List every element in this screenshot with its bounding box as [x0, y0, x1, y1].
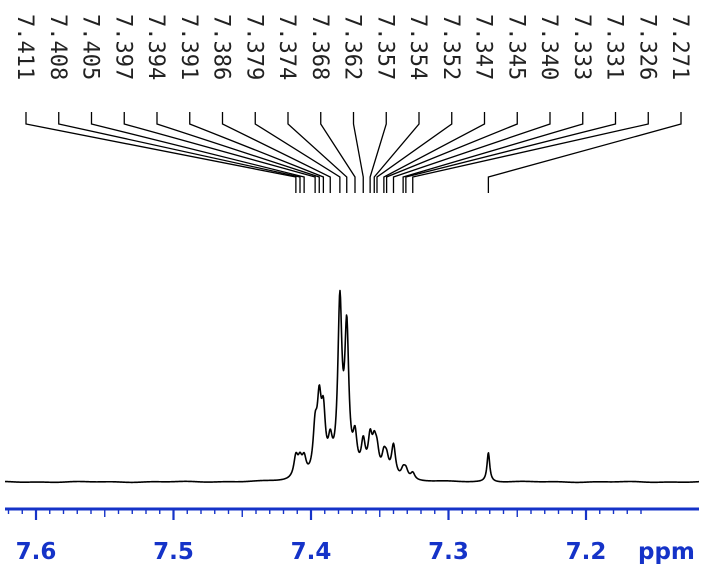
peak-label: 7.326 — [634, 14, 659, 80]
peak-label: 7.408 — [45, 14, 70, 80]
peak-connector — [487, 112, 682, 193]
peak-label: 7.391 — [176, 14, 201, 80]
peak-connector — [221, 112, 331, 193]
x-axis-tick-labels: 7.6 7.5 7.4 7.3 7.2 — [16, 539, 607, 565]
peak-label: 7.394 — [143, 14, 168, 80]
peak-label: 7.271 — [667, 14, 692, 80]
spectrum-trace — [4, 289, 700, 484]
x-tick-label: 7.4 — [291, 539, 332, 565]
peak-label: 7.411 — [12, 14, 37, 80]
peak-connector — [156, 112, 320, 193]
x-tick-label: 7.2 — [566, 539, 607, 565]
peak-connector — [25, 112, 297, 193]
peak-connector — [376, 112, 453, 193]
peak-label: 7.362 — [340, 14, 365, 80]
peak-connector — [369, 112, 387, 193]
peak-connector — [123, 112, 316, 193]
peak-connector — [385, 112, 518, 193]
peak-connector — [392, 112, 551, 193]
peak-label: 7.340 — [536, 14, 561, 80]
peak-connector — [352, 112, 364, 193]
peak-connector — [412, 112, 649, 193]
peak-label: 7.374 — [274, 14, 299, 80]
peak-label: 7.345 — [503, 14, 528, 80]
peak-label: 7.368 — [307, 14, 332, 80]
peak-label: 7.331 — [602, 14, 627, 80]
peak-labels: 7.411 7.408 7.405 7.397 7.394 7.391 7.386 7.379… — [12, 14, 692, 80]
peak-connector — [320, 112, 356, 193]
x-tick-label: 7.5 — [153, 539, 194, 565]
peak-connector — [405, 112, 617, 193]
peak-connector — [189, 112, 325, 193]
peak-label: 7.347 — [471, 14, 496, 80]
peak-connector — [90, 112, 305, 193]
peak-connector — [254, 112, 341, 193]
peak-connector — [383, 112, 486, 193]
x-tick-label: 7.3 — [428, 539, 469, 565]
peak-connector — [287, 112, 348, 193]
peak-label: 7.397 — [110, 14, 135, 80]
peak-label: 7.357 — [372, 14, 397, 80]
x-axis-label: ppm — [638, 539, 695, 565]
peak-label: 7.379 — [241, 14, 266, 80]
peak-label: 7.405 — [78, 14, 103, 80]
peak-connector — [402, 112, 584, 193]
x-axis-ticks — [7, 510, 642, 520]
peak-label: 7.354 — [405, 14, 430, 80]
peak-label: 7.386 — [209, 14, 234, 80]
peak-label: 7.352 — [438, 14, 463, 80]
peak-label: 7.333 — [569, 14, 594, 80]
peak-connector — [373, 112, 420, 193]
peak-connectors — [25, 112, 682, 193]
peak-connector — [58, 112, 301, 193]
x-tick-label: 7.6 — [16, 539, 57, 565]
